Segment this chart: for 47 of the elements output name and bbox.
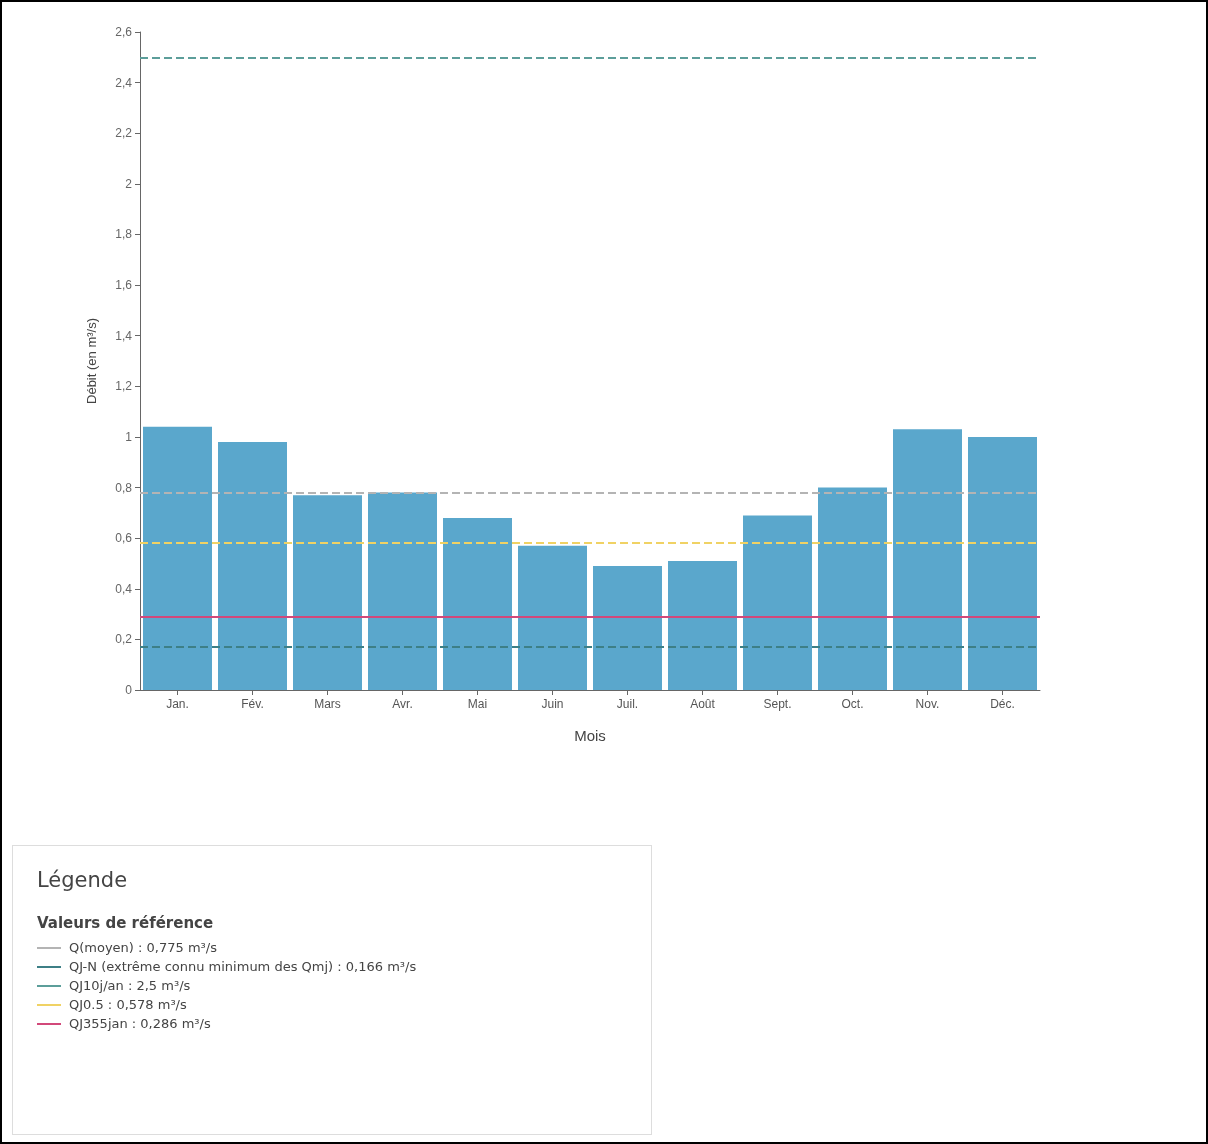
bar (368, 492, 437, 690)
x-tick-label: Fév. (241, 697, 264, 711)
y-tick-label: 0 (125, 683, 133, 697)
y-tick-label: 2,2 (115, 126, 133, 141)
y-tick-label: 1,4 (115, 328, 133, 343)
bar (143, 426, 212, 690)
x-tick-label: Sept. (763, 697, 792, 711)
x-tick-label: Mai (467, 697, 488, 711)
legend-title: Valeurs de référence (37, 914, 215, 932)
x-tick-label: Mars (314, 697, 341, 711)
legend-label: Q(moyen) : 0,775 m³/s (69, 940, 217, 955)
x-tick-label: Déc. (990, 697, 1015, 711)
legend-label: QJ0.5 : 0,578 m³/s (69, 997, 187, 1012)
y-axis-title: Débit (en m³/s) (84, 318, 99, 404)
legend-label: QJ355jan : 0,286 m³/s (69, 1016, 211, 1031)
y-tick-label: 0,4 (115, 581, 133, 596)
y-tick-label: 1,2 (115, 379, 133, 394)
x-tick-label: Jan. (166, 697, 189, 711)
y-tick-label: 1,6 (115, 278, 133, 293)
bar (293, 495, 362, 690)
y-tick-label: 0,8 (115, 480, 133, 495)
x-axis-title: Mois (574, 727, 606, 744)
y-tick-label: 1,8 (115, 227, 133, 242)
x-tick-label: Avr. (392, 697, 413, 711)
x-tick-label: Oct. (841, 697, 864, 711)
y-tick-label: 2,4 (115, 75, 133, 90)
bar (743, 515, 812, 690)
y-tick-label: 0,6 (115, 531, 133, 546)
bar (218, 441, 287, 690)
bar (818, 487, 887, 690)
legend-label: QJ10j/an : 2,5 m³/s (69, 978, 191, 993)
x-tick-label: Nov. (915, 697, 940, 711)
y-tick-label: 2,6 (115, 25, 133, 39)
text: Légende (37, 868, 129, 892)
bar (893, 429, 962, 690)
bar (443, 517, 512, 690)
y-tick-label: 1 (125, 429, 133, 444)
y-tick-label: 0,2 (115, 632, 133, 647)
x-tick-label: Août (690, 697, 716, 711)
bar (668, 560, 737, 690)
x-tick-label: Juin (541, 697, 564, 711)
bar (593, 565, 662, 690)
y-tick-label: 2 (125, 176, 133, 191)
legend-label: QJ-N (extrême connu minimum des Qmj) : 0,166 m³/s (69, 959, 417, 974)
bar (968, 436, 1037, 690)
x-tick-label: Juil. (616, 697, 639, 711)
bar (518, 545, 587, 690)
